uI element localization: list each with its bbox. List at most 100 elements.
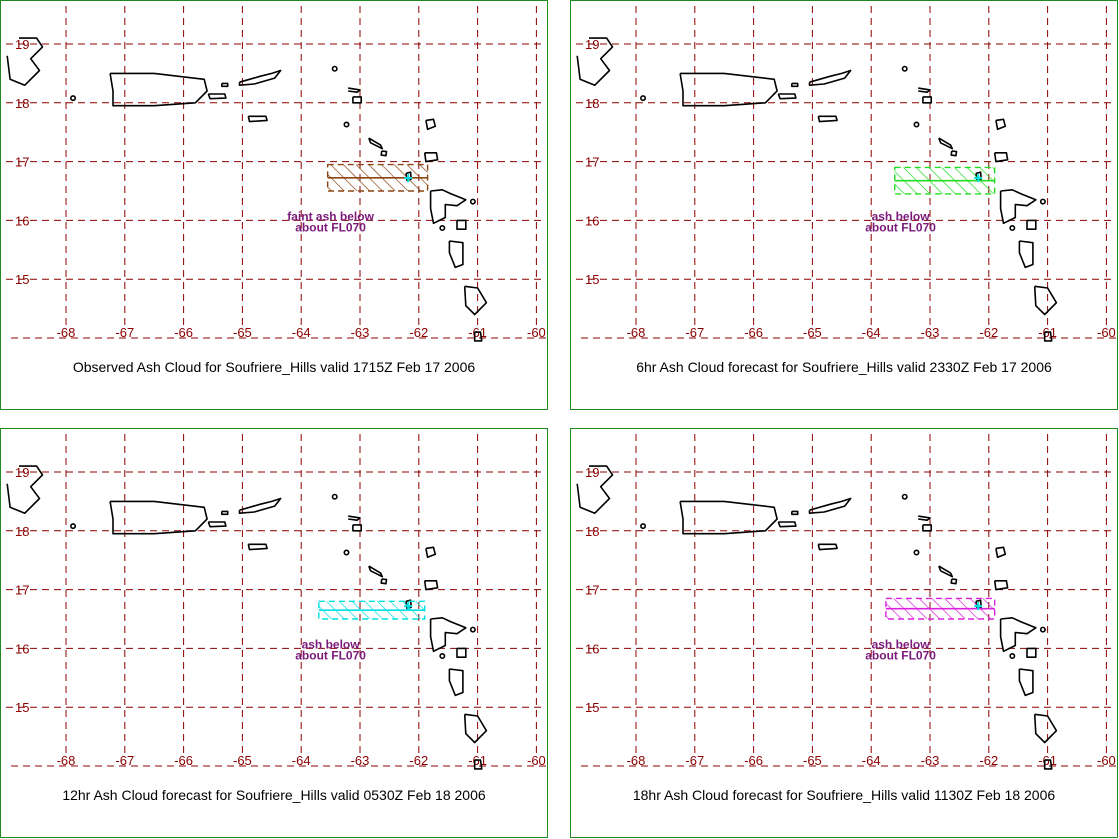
st-kitts-coast xyxy=(938,565,954,578)
antigua-coast xyxy=(993,152,1009,163)
latitude-tick-label: 18 xyxy=(15,524,29,539)
puerto-rico-coast xyxy=(679,500,778,535)
latitude-tick-label: 19 xyxy=(15,465,29,480)
virgin-islands-coast xyxy=(808,497,852,514)
latitude-tick-label: 17 xyxy=(15,583,29,598)
volcano-marker-icon xyxy=(404,174,413,183)
puerto-rico-coast xyxy=(109,500,208,535)
map-canvas: -68 -67 -66 -65 -64 -63 -62 -61 -601918171615ash… xyxy=(6,434,546,770)
st-croix-coast xyxy=(817,543,838,551)
nevis-coast xyxy=(950,150,958,157)
latitude-tick-label: 15 xyxy=(15,272,29,287)
latitude-tick-label: 15 xyxy=(585,700,599,715)
longitude-tick-label: -65 xyxy=(233,325,252,340)
graticule-grid xyxy=(576,6,1116,339)
longitude-tick-label: -65 xyxy=(803,325,822,340)
marie-galante-coast xyxy=(456,647,467,658)
saba-island-coast xyxy=(913,121,920,128)
dominica-coast xyxy=(448,668,464,697)
saintes-island-coast xyxy=(439,225,446,232)
dominica-coast xyxy=(1018,668,1034,697)
longitude-tick-label: -60 xyxy=(1097,325,1116,340)
barbuda-coast xyxy=(995,546,1007,559)
guadeloupe-coast xyxy=(429,617,467,653)
longitude-tick-label: -63 xyxy=(351,325,370,340)
latitude-tick-label: 18 xyxy=(585,96,599,111)
st-kitts-coast xyxy=(368,137,384,150)
longitude-tick-label: -66 xyxy=(174,753,193,768)
anguilla-coast xyxy=(918,515,931,521)
saintes-island-coast xyxy=(1009,653,1016,660)
longitude-tick-label: -66 xyxy=(744,325,763,340)
longitude-tick-label: -62 xyxy=(979,325,998,340)
latitude-tick-label: 15 xyxy=(15,700,29,715)
hispaniola-coast xyxy=(576,37,614,86)
saba-island-coast xyxy=(343,549,350,556)
longitude-tick-label: -64 xyxy=(292,753,311,768)
volcano-marker-icon xyxy=(404,602,413,611)
hispaniola-coast xyxy=(6,37,44,86)
culebra-coast xyxy=(791,510,799,516)
st-martin-coast xyxy=(352,96,362,104)
culebra-coast xyxy=(221,510,229,516)
longitude-tick-label: -66 xyxy=(174,325,193,340)
graticule-grid xyxy=(6,434,546,767)
martinique-coast xyxy=(463,713,488,744)
longitude-tick-label: -67 xyxy=(115,753,134,768)
mona-island-coast xyxy=(70,95,77,102)
longitude-tick-label: -68 xyxy=(57,753,76,768)
st-kitts-coast xyxy=(368,565,384,578)
antigua-coast xyxy=(993,580,1009,591)
sombrero-island-coast xyxy=(331,493,338,500)
ash-note-line2: about FL070 xyxy=(865,220,936,234)
map-canvas: -68 -67 -66 -65 -64 -63 -62 -61 -601918171615ash… xyxy=(576,434,1116,770)
longitude-tick-label: -60 xyxy=(527,753,546,768)
longitude-tick-label: -65 xyxy=(233,753,252,768)
panel-title: 6hr Ash Cloud forecast for Soufriere_Hil… xyxy=(636,359,1052,375)
culebra-coast xyxy=(221,82,229,88)
desirade-island-coast xyxy=(1039,198,1046,205)
longitude-tick-label: -68 xyxy=(627,325,646,340)
barbuda-coast xyxy=(995,118,1007,131)
map-panel-observed: -68 -67 -66 -65 -64 -63 -62 -61 -60 19 18 17 16 15 fai… xyxy=(0,0,548,410)
anguilla-coast xyxy=(348,87,361,93)
ash-note-line2: about FL070 xyxy=(295,648,366,662)
volcano-marker-icon xyxy=(974,174,983,183)
vieques-coast xyxy=(777,521,797,528)
coastlines xyxy=(6,465,488,770)
mona-island-coast xyxy=(70,523,77,530)
map-panel-12hr: -68 -67 -66 -65 -64 -63 -62 -61 -60 19 18 17 16 15 ash… xyxy=(0,428,548,838)
saintes-island-coast xyxy=(439,653,446,660)
guadeloupe-coast xyxy=(999,189,1037,225)
st-croix-coast xyxy=(247,115,268,123)
nevis-coast xyxy=(380,578,388,585)
longitude-tick-label: -62 xyxy=(409,753,428,768)
hispaniola-coast xyxy=(576,465,614,514)
map-panel-18hr: -68 -67 -66 -65 -64 -63 -62 -61 -60 19 18 17 16 15 ash… xyxy=(570,428,1118,838)
latitude-tick-label: 16 xyxy=(15,213,29,228)
longitude-tick-label: -64 xyxy=(292,325,311,340)
st-kitts-coast xyxy=(938,137,954,150)
st-martin-coast xyxy=(922,524,932,532)
mona-island-coast xyxy=(640,523,647,530)
ash-note-line1: faint ash below xyxy=(287,209,374,223)
dominica-coast xyxy=(448,240,464,269)
guadeloupe-coast xyxy=(999,617,1037,653)
st-croix-coast xyxy=(817,115,838,123)
latitude-tick-label: 19 xyxy=(585,37,599,52)
desirade-island-coast xyxy=(1039,626,1046,633)
guadeloupe-coast xyxy=(429,189,467,225)
martinique-coast xyxy=(1033,713,1058,744)
ash-note-line2: about FL070 xyxy=(295,220,366,234)
puerto-rico-coast xyxy=(109,72,208,107)
longitude-tick-label: -68 xyxy=(627,753,646,768)
ash-note-line1: ash below xyxy=(302,637,361,651)
sombrero-island-coast xyxy=(901,493,908,500)
martinique-coast xyxy=(1033,285,1058,316)
st-martin-coast xyxy=(922,96,932,104)
map-panel-6hr: -68 -67 -66 -65 -64 -63 -62 -61 -60 19 18 17 16 15 ash… xyxy=(570,0,1118,410)
culebra-coast xyxy=(791,82,799,88)
virgin-islands-coast xyxy=(238,497,282,514)
longitude-tick-label: -63 xyxy=(921,325,940,340)
mona-island-coast xyxy=(640,95,647,102)
